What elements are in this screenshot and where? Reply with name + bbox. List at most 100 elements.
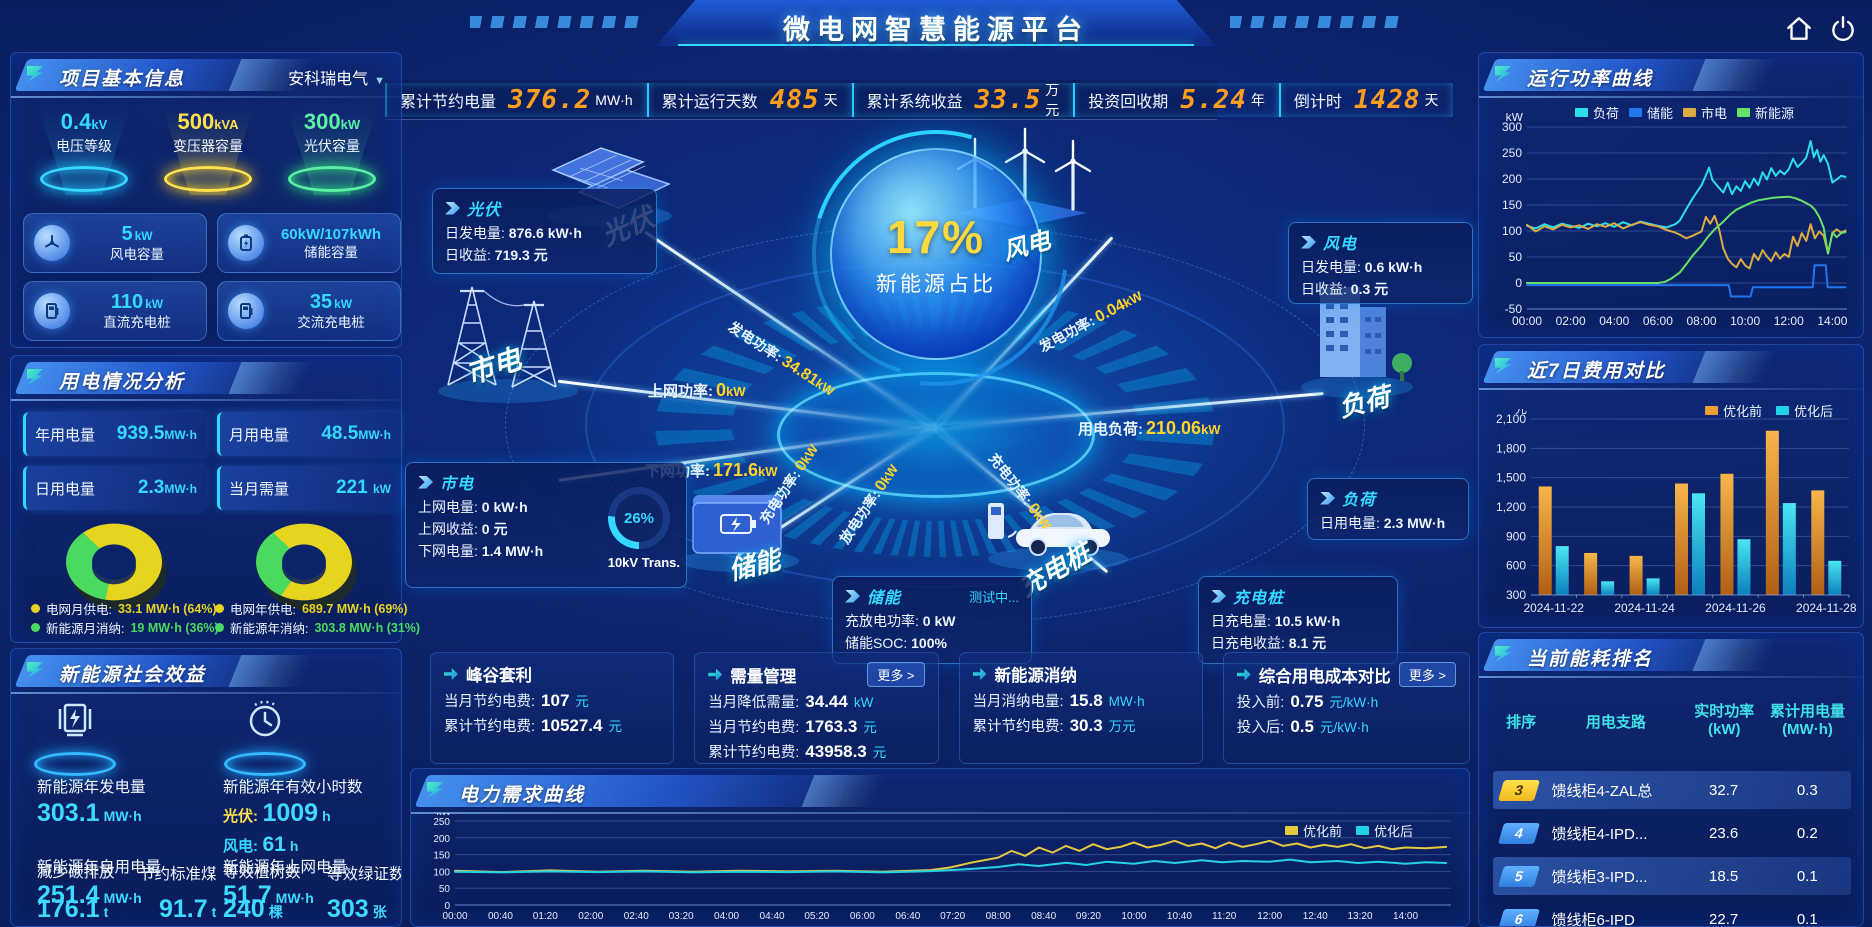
benefit-cards-row: 峰谷套利 当月节约电费: 107 元 累计节约电费: 10527.4 元 需量管理 更多… (430, 652, 1471, 764)
svg-text:300: 300 (1502, 120, 1522, 134)
grid-device (420, 265, 600, 410)
chevron-right-icon (445, 201, 460, 215)
kpi-run-days: 累计运行天数 485 天 (646, 82, 852, 117)
annual-gen-label: 新能源年发电量 (37, 779, 146, 796)
stat-storage-capacity: 60kW/107kWh 储能容量 (217, 213, 401, 273)
svg-text:150: 150 (433, 851, 450, 862)
core-base-ring (777, 372, 1095, 498)
svg-text:2,100: 2,100 (1496, 412, 1526, 426)
legend-load[interactable]: 负荷 (1575, 103, 1619, 122)
svg-text:900: 900 (1506, 529, 1526, 543)
charger-icon (228, 293, 264, 329)
rank-badge: 4 (1498, 822, 1541, 844)
card-demand-management: 需量管理 更多 > 当月降低需量: 34.44 kW 当月节约电费: 1763.3 元 … (694, 652, 939, 764)
svg-text:06:00: 06:00 (850, 911, 875, 922)
svg-text:10:40: 10:40 (1167, 911, 1192, 922)
svg-text:-50: -50 (1505, 302, 1523, 316)
svg-text:08:00: 08:00 (1686, 314, 1716, 328)
svg-text:1,200: 1,200 (1496, 500, 1526, 514)
kpi-unit: 天 (1424, 91, 1439, 108)
kpi-unit: MW·h (595, 91, 633, 108)
more-button[interactable]: 更多 > (867, 662, 925, 687)
svg-text:03:20: 03:20 (669, 911, 694, 922)
wind-turbine-icon (34, 225, 70, 261)
table-row[interactable]: 3 馈线柜4-ZAL总 32.7 0.3 (1493, 771, 1851, 809)
metric-year-usage: 年用电量 939.5MW·h (23, 412, 207, 456)
legend-before[interactable]: 优化前 (1704, 401, 1762, 420)
charger-device (970, 465, 1145, 580)
flag-icon (1236, 668, 1251, 681)
svg-text:05:20: 05:20 (804, 911, 829, 922)
svg-text:600: 600 (1506, 559, 1526, 573)
gauge-caption: 10kV Trans. (607, 555, 680, 570)
metric-day-usage: 日用电量 2.3MW·h (23, 466, 207, 510)
pv-hours: 光伏: 1009 h (223, 799, 331, 827)
rank-badge: 6 (1498, 908, 1541, 926)
svg-text:2024-11-26: 2024-11-26 (1705, 601, 1766, 615)
table-row[interactable]: 5 馈线柜3-IPD... 18.5 0.1 (1493, 857, 1851, 895)
company-dropdown[interactable]: 安科瑞电气 ▼ (288, 65, 385, 89)
donut-year-mix (256, 523, 357, 610)
coal-label: 节约标准煤 (139, 866, 217, 883)
svg-text:10:00: 10:00 (1730, 314, 1760, 328)
kpi-label: 累计系统收益 (866, 93, 963, 111)
legend-grid[interactable]: 市电 (1683, 103, 1727, 122)
chevron-right-icon (845, 589, 860, 603)
kpi-value: 33.5 (974, 84, 1042, 115)
svg-text:08:40: 08:40 (1031, 911, 1056, 922)
legend-storage[interactable]: 储能 (1629, 103, 1673, 122)
kpi-value: 5.24 (1180, 84, 1247, 115)
renewable-share-core: 17% 新能源占比 (830, 148, 1042, 360)
svg-text:0: 0 (444, 901, 450, 912)
panel-social-benefit: 新能源社会效益 新能源年发电量 303.1 MW·h 新能源年有效小时数 (10, 648, 402, 927)
legend-after[interactable]: 优化后 (1355, 821, 1413, 840)
kpi-value: 376.2 (508, 84, 592, 115)
building-icon (1301, 287, 1413, 398)
grid-info-card: 市电 上网电量: 0 kW·h 上网收益: 0 元 下网电量: 1.4 MW·h… (405, 462, 687, 588)
stat-ac-charger: 35 kW 交流充电桩 (217, 281, 401, 341)
power-icon[interactable] (1828, 14, 1858, 44)
svg-text:100: 100 (433, 867, 450, 878)
svg-text:00:40: 00:40 (488, 911, 513, 922)
legend-before[interactable]: 优化前 (1284, 821, 1342, 840)
panel-power-curve: 运行功率曲线 负荷 储能 市电 新能源 -50 0 50 100 150 200 250 30… (1478, 52, 1864, 338)
decor-left-wing (470, 16, 640, 28)
ev-car-icon (988, 503, 1128, 571)
ranking-header-row: 排序 用电支路 实时功率 (kW) 累计用电量 (MW·h) (1506, 703, 1845, 738)
trees-label: 等效植树数 (223, 864, 301, 881)
home-icon[interactable] (1784, 14, 1814, 44)
svg-text:04:00: 04:00 (1599, 314, 1629, 328)
pedestal-transformer: 500kVA 变压器容量 (147, 109, 269, 195)
svg-text:250: 250 (433, 817, 450, 828)
legend-dot (215, 604, 224, 613)
legend-renew[interactable]: 新能源 (1737, 103, 1794, 122)
svg-text:07:20: 07:20 (940, 911, 965, 922)
svg-text:200: 200 (1502, 172, 1522, 186)
export-label: 新能源年上网电量 (223, 859, 348, 876)
svg-text:1,500: 1,500 (1496, 471, 1526, 485)
panel-title: 电力需求曲线 (459, 785, 586, 806)
co2-value: 176.1 t (37, 895, 109, 923)
svg-text:1,800: 1,800 (1496, 441, 1526, 455)
table-row[interactable]: 4 馈线柜4-IPD... 23.6 0.2 (1493, 814, 1851, 852)
panel-title: 新能源社会效益 (59, 665, 207, 686)
export-value: 51.7 MW·h (223, 881, 314, 909)
svg-text:150: 150 (1502, 198, 1522, 212)
table-row[interactable]: 6 馈线柜6-IPD 22.7 0.1 (1493, 900, 1851, 926)
legend-after[interactable]: 优化后 (1775, 401, 1833, 420)
chevron-right-icon (418, 475, 433, 489)
company-dropdown-value: 安科瑞电气 (288, 71, 369, 88)
panel-usage-analysis: 用电情况分析 年用电量 939.5MW·h 月用电量 48.5MW·h 日用电量… (10, 355, 420, 643)
svg-text:50: 50 (1509, 250, 1523, 264)
flow-load: 用电负荷: 210.06kW (1078, 418, 1221, 438)
svg-text:250: 250 (1502, 146, 1522, 160)
svg-text:50: 50 (439, 884, 451, 895)
svg-text:00:00: 00:00 (1512, 314, 1542, 328)
hours-pedestal (219, 697, 311, 776)
metric-month-demand: 当月需量 221 kW (217, 466, 401, 510)
svg-text:02:00: 02:00 (1556, 314, 1586, 328)
charger-icon (34, 293, 70, 329)
decor-right-wing (1230, 16, 1400, 28)
more-button[interactable]: 更多 > (1398, 662, 1457, 687)
